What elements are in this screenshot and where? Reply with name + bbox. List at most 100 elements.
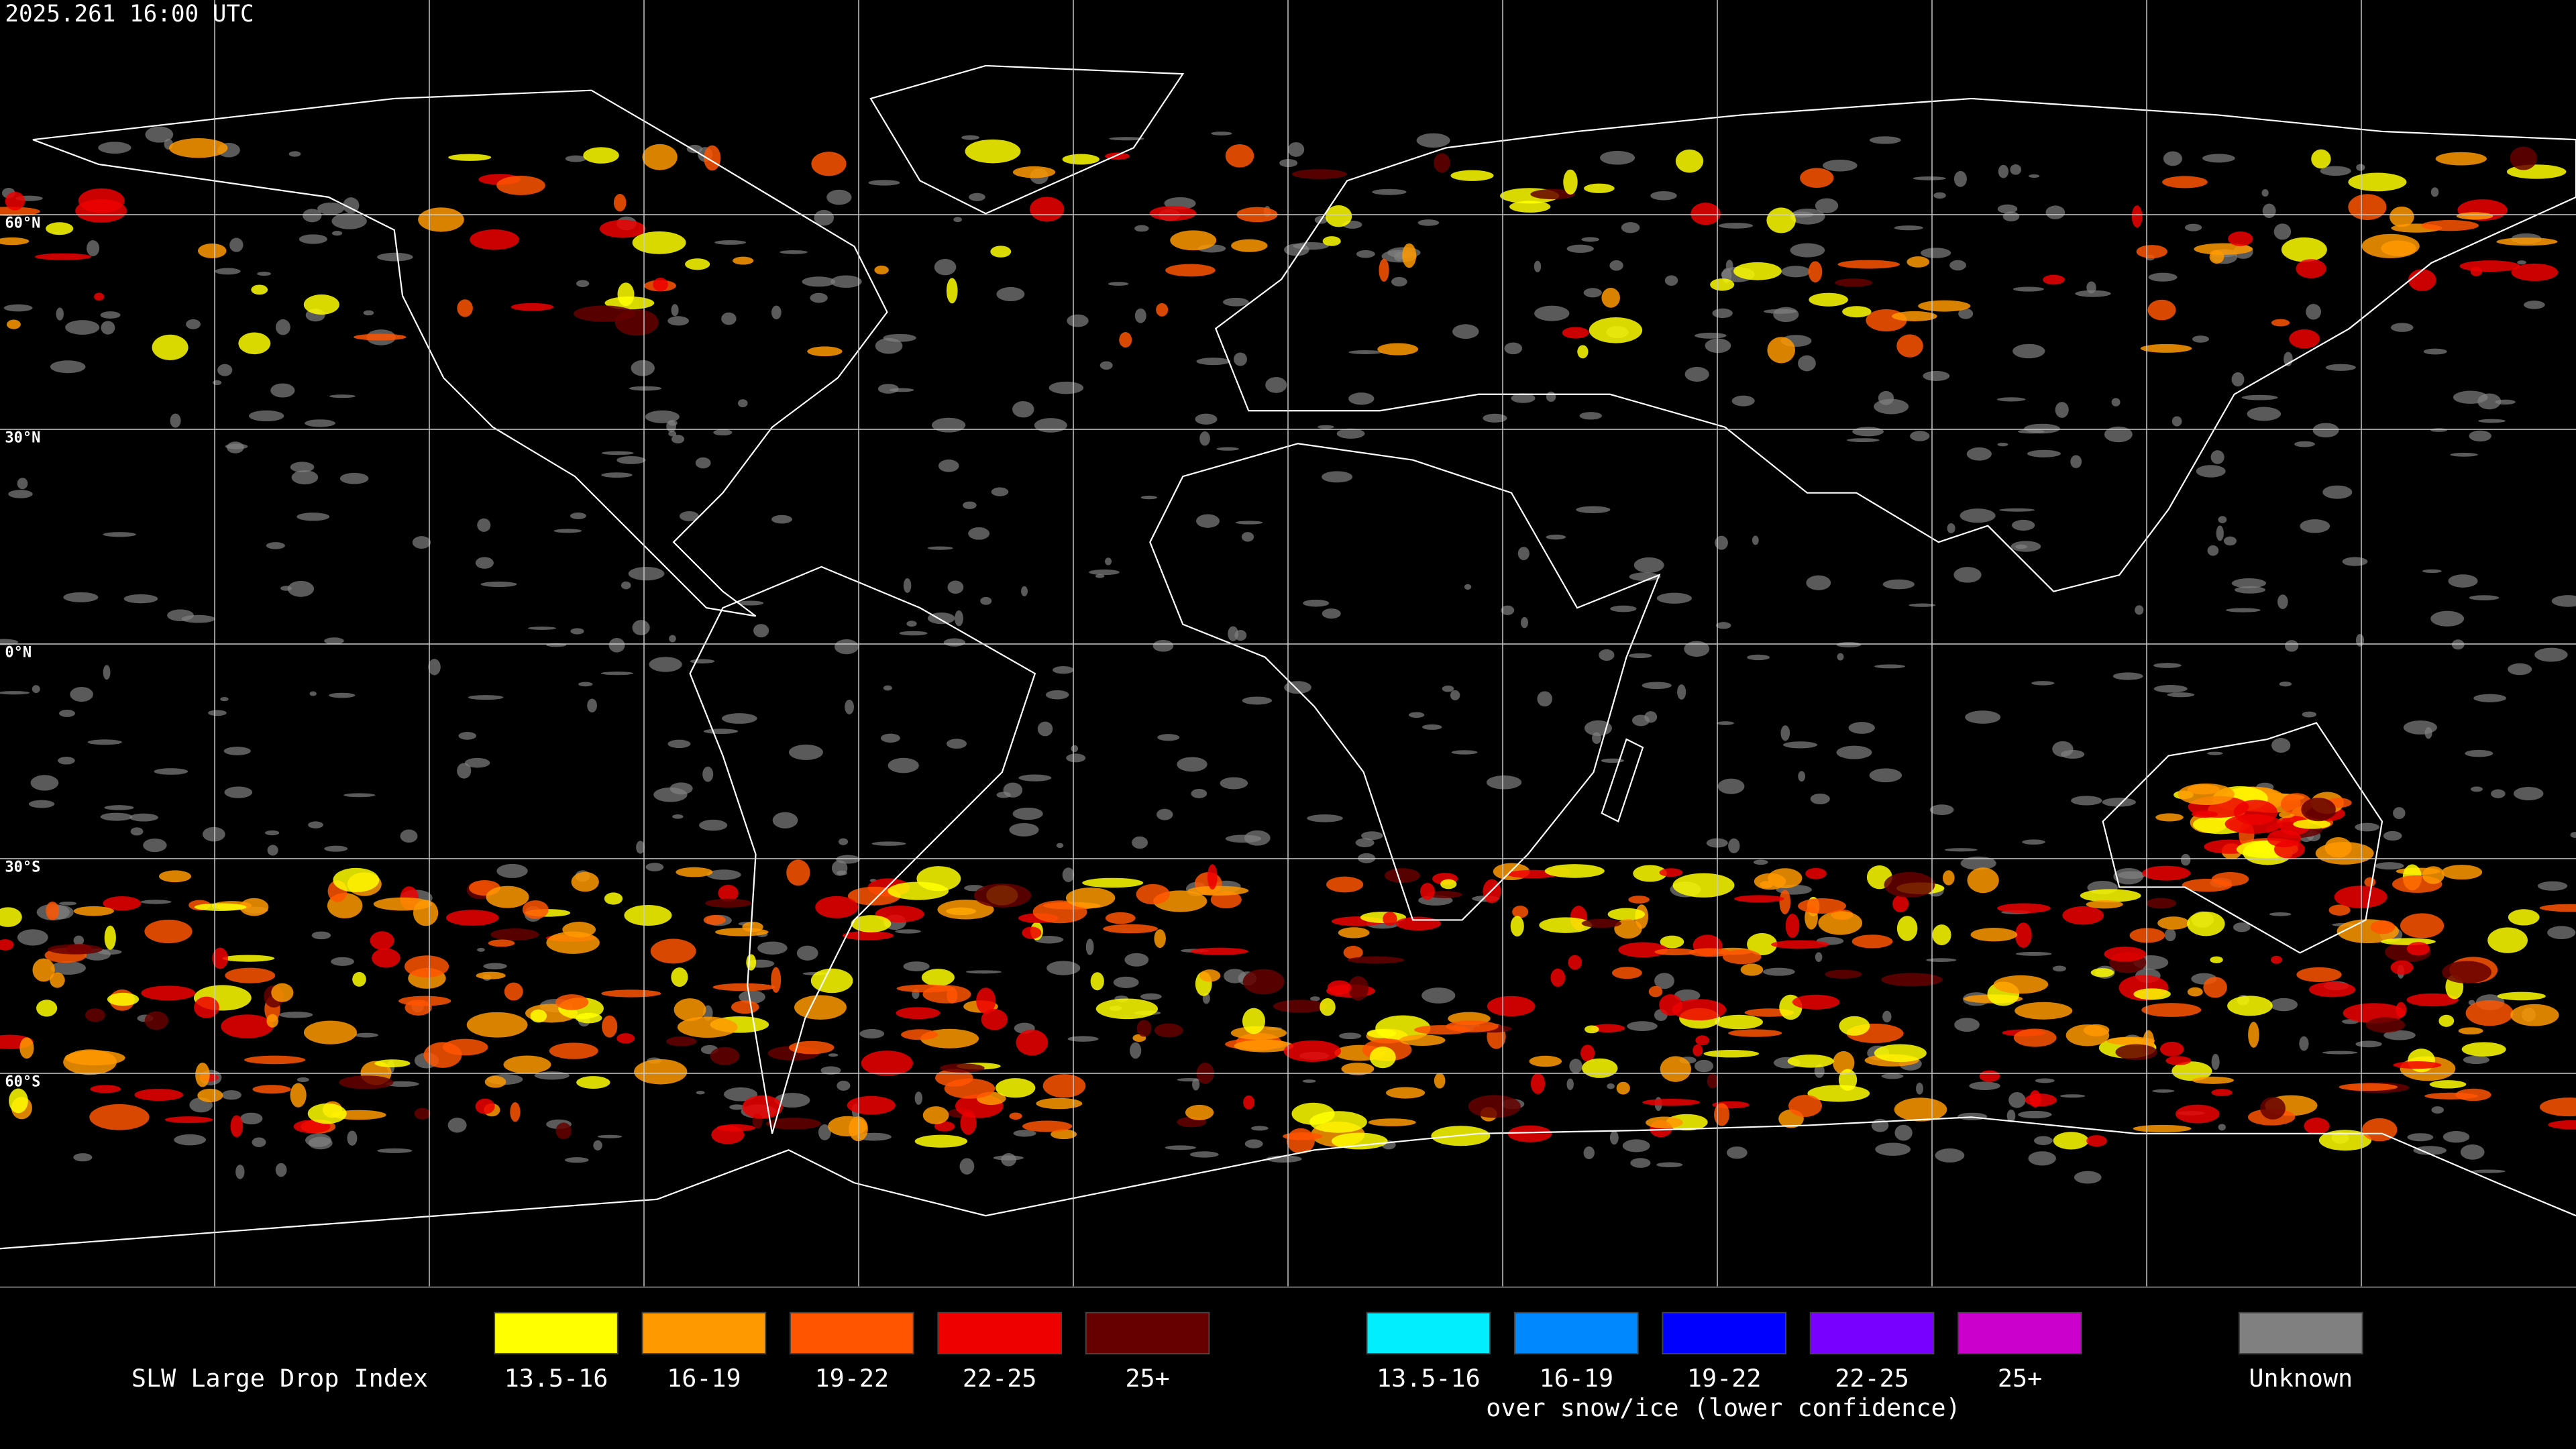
cloud-slw [470, 229, 519, 250]
cloud-slw [0, 939, 14, 951]
cloud-unknown [167, 609, 194, 622]
cloud-unknown [2300, 519, 2330, 533]
cloud-unknown [2322, 485, 2353, 499]
cloud-unknown [1566, 1078, 1574, 1091]
cloud-slw [50, 972, 65, 988]
cloud-unknown [570, 512, 586, 520]
cloud-slw [2406, 942, 2430, 956]
cloud-slw [973, 883, 1032, 908]
cloud-unknown [788, 744, 823, 760]
cloud-slw [46, 222, 74, 235]
cloud-unknown [1234, 352, 1247, 366]
cloud-slw [134, 1088, 183, 1102]
cloud-slw [1892, 311, 1937, 321]
cloud-unknown [968, 527, 990, 540]
cloud-slw [1580, 1044, 1595, 1062]
cloud-unknown [297, 513, 330, 521]
cloud-unknown [1546, 534, 1566, 540]
cloud-unknown [2325, 364, 2356, 371]
cloud-slw [1170, 230, 1217, 251]
cloud-unknown [2135, 605, 2144, 615]
cloud-slw [2380, 938, 2436, 945]
cloud-slw [981, 1009, 1008, 1030]
cloud-unknown [329, 394, 356, 398]
cloud-unknown [672, 814, 684, 819]
cloud-unknown [796, 945, 818, 961]
cloud-slw [2146, 898, 2176, 909]
cloud-unknown [377, 252, 413, 262]
cloud-unknown [8, 490, 33, 498]
cloud-slw [1601, 288, 1620, 308]
cloud-unknown [1837, 653, 1844, 661]
cloud-unknown [2547, 926, 2576, 940]
cloud-unknown [1511, 393, 1536, 403]
cloud-unknown [1998, 164, 2009, 178]
cloud-unknown [1705, 338, 1731, 354]
cloud-unknown [1422, 724, 1442, 730]
cloud-unknown [963, 501, 977, 509]
cloud-unknown [1960, 856, 1996, 870]
cloud-unknown [553, 529, 582, 533]
cloud-unknown [1046, 961, 1081, 975]
legend-swatch [1662, 1311, 1787, 1354]
cloud-slw [1628, 896, 1650, 904]
cloud-slw [2141, 1003, 2202, 1017]
cloud-unknown [1790, 208, 1825, 225]
cloud-unknown [836, 855, 861, 864]
map-border [0, 1286, 2576, 1288]
cloud-slw [914, 1134, 968, 1148]
cloud-unknown [696, 1091, 705, 1095]
cloud-slw [703, 915, 727, 925]
cloud-slw [352, 971, 366, 987]
cloud-slw [2429, 1080, 2467, 1089]
cloud-unknown [2011, 519, 2035, 531]
cloud-unknown [667, 316, 690, 326]
cloud-unknown [889, 388, 914, 392]
cloud-slw [1347, 956, 1405, 964]
cloud-unknown [914, 1091, 923, 1105]
cloud-unknown [1012, 807, 1043, 820]
cloud-unknown [600, 672, 634, 676]
cloud-unknown [668, 431, 677, 437]
cloud-slw [194, 903, 247, 911]
legend-note: over snow/ice (lower confidence) [1486, 1393, 1960, 1422]
cloud-unknown [1045, 690, 1069, 700]
cloud-slw [107, 992, 140, 1006]
cloud-unknown [993, 1155, 1024, 1161]
cloud-unknown [1958, 308, 1974, 319]
cloud-unknown [565, 155, 586, 162]
cloud-unknown [1225, 835, 1262, 843]
cloud-slw [715, 928, 769, 936]
cloud-slw [475, 1098, 495, 1114]
cloud-slw [1838, 1069, 1858, 1091]
cloud-slw [1633, 865, 1667, 882]
cloud-slw [373, 897, 432, 911]
cloud-slw [1993, 975, 2049, 994]
cloud-unknown [2015, 951, 2052, 956]
cloud-unknown [100, 812, 133, 821]
cloud-slw [0, 237, 30, 246]
cloud-unknown [2071, 796, 2102, 806]
legend-label: 13.5-16 [1377, 1364, 1481, 1393]
cloud-slw [733, 256, 754, 265]
cloud-slw [1660, 935, 1684, 949]
cloud-unknown [703, 729, 739, 735]
cloud-slw [2228, 231, 2253, 247]
cloud-unknown [1633, 557, 1664, 573]
cloud-unknown [1790, 243, 1825, 258]
cloud-slw [522, 900, 549, 919]
cloud-unknown [1284, 681, 1311, 694]
cloud-slw [221, 1014, 274, 1038]
cloud-unknown [632, 620, 650, 636]
cloud-slw [1366, 1028, 1397, 1038]
cloud-unknown [2113, 867, 2144, 885]
cloud-unknown [2262, 203, 2276, 219]
cloud-unknown [2184, 223, 2202, 231]
cloud-slw [354, 333, 407, 341]
timestamp: 2025.261 16:00 UTC [5, 1, 254, 28]
cloud-unknown [275, 1163, 287, 1177]
cloud-unknown [1627, 1021, 1658, 1032]
cloud-slw [1740, 963, 1764, 976]
cloud-unknown [2491, 789, 2506, 798]
cloud-slw [1022, 1120, 1073, 1132]
